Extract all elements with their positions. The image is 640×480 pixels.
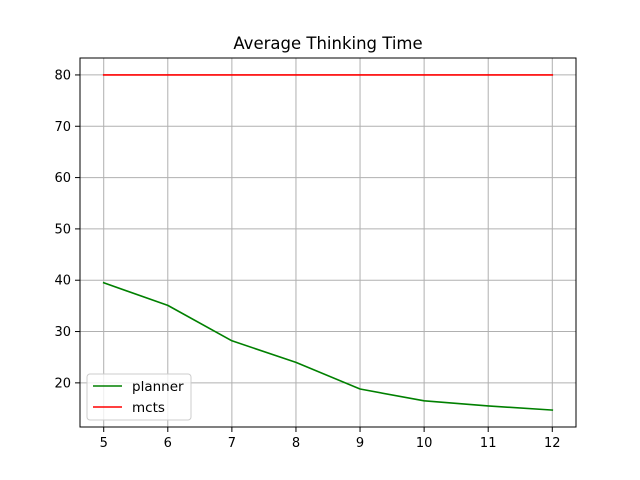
x-tick-label: 8 — [292, 436, 300, 451]
x-tick-label: 11 — [480, 436, 497, 451]
legend-label-mcts: mcts — [132, 400, 165, 416]
y-tick-label: 20 — [54, 376, 71, 391]
chart-title: Average Thinking Time — [233, 34, 422, 53]
series-line-planner — [102, 281, 554, 411]
y-axis: 20 30 40 50 60 70 80 — [54, 68, 80, 391]
y-tick-label: 30 — [54, 325, 71, 340]
series-lines — [102, 74, 554, 411]
x-tick-label: 12 — [544, 436, 561, 451]
x-tick-label: 6 — [164, 436, 172, 451]
x-tick-label: 5 — [100, 436, 108, 451]
grid — [80, 58, 576, 427]
x-tick-label: 9 — [356, 436, 364, 451]
y-tick-label: 70 — [54, 120, 71, 135]
y-tick-label: 60 — [54, 171, 71, 186]
y-tick-label: 40 — [54, 274, 71, 289]
x-axis: 5 6 7 8 9 10 11 12 — [100, 427, 561, 451]
plot-area-frame — [79, 57, 577, 428]
legend-label-planner: planner — [132, 379, 184, 395]
y-tick-label: 50 — [54, 222, 71, 237]
legend: planner mcts — [86, 373, 192, 421]
y-tick-label: 80 — [54, 68, 71, 83]
x-tick-label: 10 — [416, 436, 433, 451]
x-tick-label: 7 — [228, 436, 236, 451]
